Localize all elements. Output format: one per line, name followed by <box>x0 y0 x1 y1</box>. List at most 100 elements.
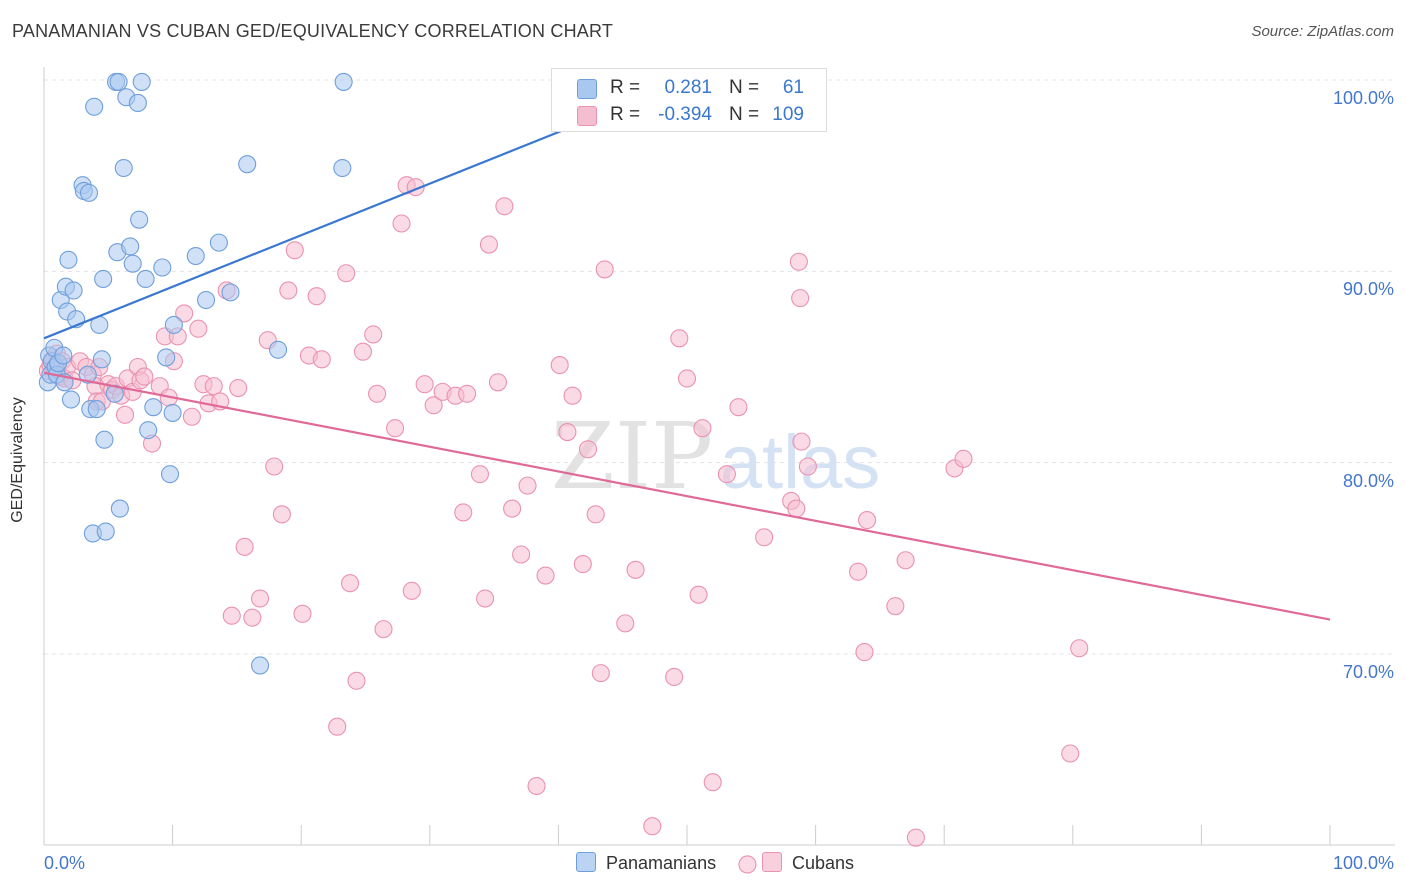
panamanian-point <box>164 315 183 334</box>
cuban-point <box>518 476 537 495</box>
cuban-point <box>479 235 499 254</box>
legend-r-label: R = <box>610 77 641 98</box>
cuban-point <box>536 566 555 585</box>
cuban-point <box>392 214 411 233</box>
y-tick-label: 90.0% <box>1342 279 1394 300</box>
legend-r-label: R = <box>610 104 641 125</box>
cuban-point <box>424 396 443 415</box>
cuban-point <box>512 545 531 564</box>
cuban-point <box>386 419 405 438</box>
panamanian-point <box>139 421 158 440</box>
legend-row-panamanian: R = 0.281 N = 61 <box>552 75 826 103</box>
panamanian-point <box>95 430 114 449</box>
cuban-point <box>1070 639 1089 658</box>
panamanian-point <box>59 250 78 269</box>
panamanian-point <box>109 72 128 91</box>
cuban-point <box>458 384 477 403</box>
legend-n-label: N = <box>729 104 760 125</box>
panamanian-point <box>121 237 140 256</box>
cuban-point <box>755 528 774 547</box>
cuban-point <box>312 350 331 369</box>
panamanian-point <box>123 254 142 273</box>
panamanian-point <box>238 155 257 174</box>
legend-swatch-pink <box>577 106 597 126</box>
panamanian-point <box>136 269 155 289</box>
panamanian-point <box>92 350 111 369</box>
panamanian-point <box>269 340 288 359</box>
panamanian-point <box>209 233 228 252</box>
cuban-point <box>848 562 868 581</box>
panamanian-point <box>333 158 352 178</box>
x-tick-label-min: 0.0% <box>44 853 86 873</box>
cuban-point <box>328 717 347 736</box>
panamanian-point <box>94 269 113 289</box>
cuban-point <box>578 440 598 459</box>
cuban-point <box>135 367 154 386</box>
cuban-point <box>374 620 393 639</box>
panamanian-point <box>87 400 106 419</box>
panamanian-point <box>163 403 182 422</box>
panamanian-point <box>221 283 240 302</box>
cuban-point <box>717 465 736 484</box>
panamanian-point <box>160 465 180 484</box>
cuban-point <box>896 551 915 570</box>
cuban-point <box>115 405 135 424</box>
cuban-point <box>857 511 877 530</box>
cuban-point <box>204 377 223 396</box>
cuban-point <box>364 325 383 344</box>
cuban-point <box>616 614 635 633</box>
panamanian-point <box>61 390 81 409</box>
cuban-point <box>563 386 582 405</box>
legend-n-value-cuban: 109 <box>772 104 804 125</box>
cuban-point <box>798 457 817 476</box>
cuban-point <box>476 589 495 608</box>
cuban-point <box>250 589 270 608</box>
cuban-point <box>558 423 577 442</box>
cuban-point <box>550 356 569 375</box>
cuban-point <box>670 329 689 348</box>
cuban-point <box>586 505 605 524</box>
panamanian-point <box>54 346 73 365</box>
watermark-zip: ZIP <box>551 403 713 510</box>
cuban-point <box>738 855 757 874</box>
cuban-point <box>791 289 810 308</box>
cuban-point <box>293 604 312 623</box>
cuban-point <box>189 319 208 338</box>
cuban-point <box>573 555 592 574</box>
cuban-point <box>272 505 291 524</box>
axes <box>43 67 1395 846</box>
cuban-point <box>855 643 874 662</box>
cuban-point <box>626 560 645 579</box>
panamanian-point <box>153 258 172 277</box>
legend-item-cubans[interactable]: Cubans <box>762 852 854 874</box>
cuban-point <box>307 287 326 306</box>
panamanian-point <box>96 522 115 541</box>
y-tick-label: 100.0% <box>1332 88 1394 108</box>
cuban-point <box>243 608 262 627</box>
cuban-point <box>1061 744 1080 763</box>
cuban-point <box>182 407 201 426</box>
cuban-point <box>595 260 614 279</box>
cuban-point <box>693 419 712 438</box>
legend-item-panamanians[interactable]: Panamanians <box>576 852 716 874</box>
panamanians-swatch <box>576 852 596 872</box>
watermark: ZIP atlas <box>551 403 880 510</box>
cuban-point <box>527 776 546 796</box>
cuban-point <box>265 457 284 476</box>
cuban-point <box>222 606 241 625</box>
cuban-trend-line <box>43 371 1331 621</box>
panamanian-point <box>85 97 104 116</box>
panamanian-point <box>64 281 83 300</box>
panamanian-point <box>114 158 133 178</box>
cuban-point <box>402 581 421 600</box>
x-tick-label-max: 100.0% <box>1332 853 1394 873</box>
cuban-point <box>285 241 304 260</box>
legend-r-value-panamanian: 0.281 <box>664 77 712 98</box>
cuban-point <box>591 664 610 683</box>
cuban-point <box>792 432 811 451</box>
cuban-point <box>689 585 708 604</box>
panamanian-point <box>130 210 149 229</box>
legend-swatch-blue <box>577 79 597 99</box>
correlation-legend: R = 0.281 N = 61 R = -0.394 N = 109 <box>551 68 827 132</box>
cuban-point <box>787 499 806 518</box>
